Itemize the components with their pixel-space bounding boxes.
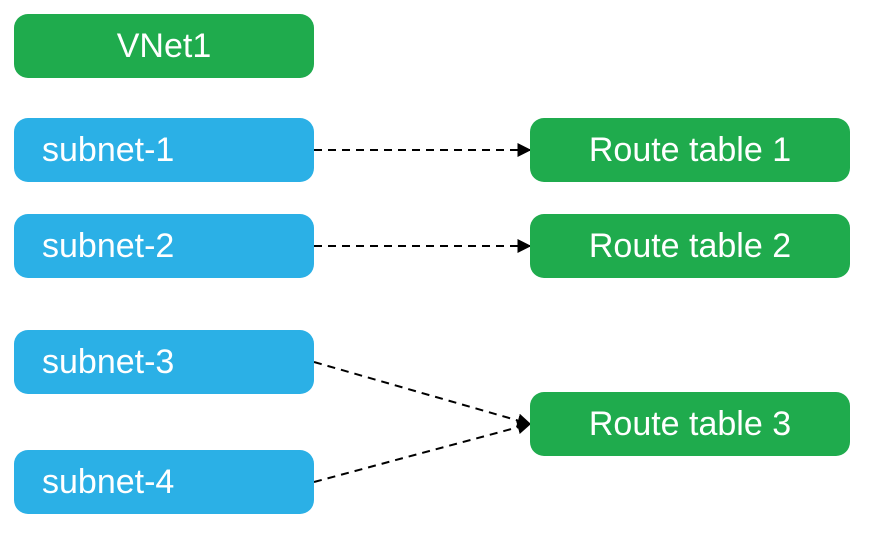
route-table-node-1: Route table 1 [530,118,850,182]
diagram-canvas: VNet1 subnet-1 subnet-2 subnet-3 subnet-… [0,0,878,550]
route-table-1-label: Route table 1 [589,131,791,170]
subnet-node-1: subnet-1 [14,118,314,182]
subnet-node-3: subnet-3 [14,330,314,394]
vnet-node: VNet1 [14,14,314,78]
subnet-4-label: subnet-4 [42,463,174,502]
subnet-node-2: subnet-2 [14,214,314,278]
subnet-2-label: subnet-2 [42,227,174,266]
edge-subnet3-to-rt3 [314,362,530,424]
subnet-node-4: subnet-4 [14,450,314,514]
route-table-node-2: Route table 2 [530,214,850,278]
route-table-3-label: Route table 3 [589,405,791,444]
subnet-1-label: subnet-1 [42,131,174,170]
vnet-label: VNet1 [117,27,212,66]
subnet-3-label: subnet-3 [42,343,174,382]
edge-subnet4-to-rt3 [314,424,530,482]
route-table-node-3: Route table 3 [530,392,850,456]
route-table-2-label: Route table 2 [589,227,791,266]
